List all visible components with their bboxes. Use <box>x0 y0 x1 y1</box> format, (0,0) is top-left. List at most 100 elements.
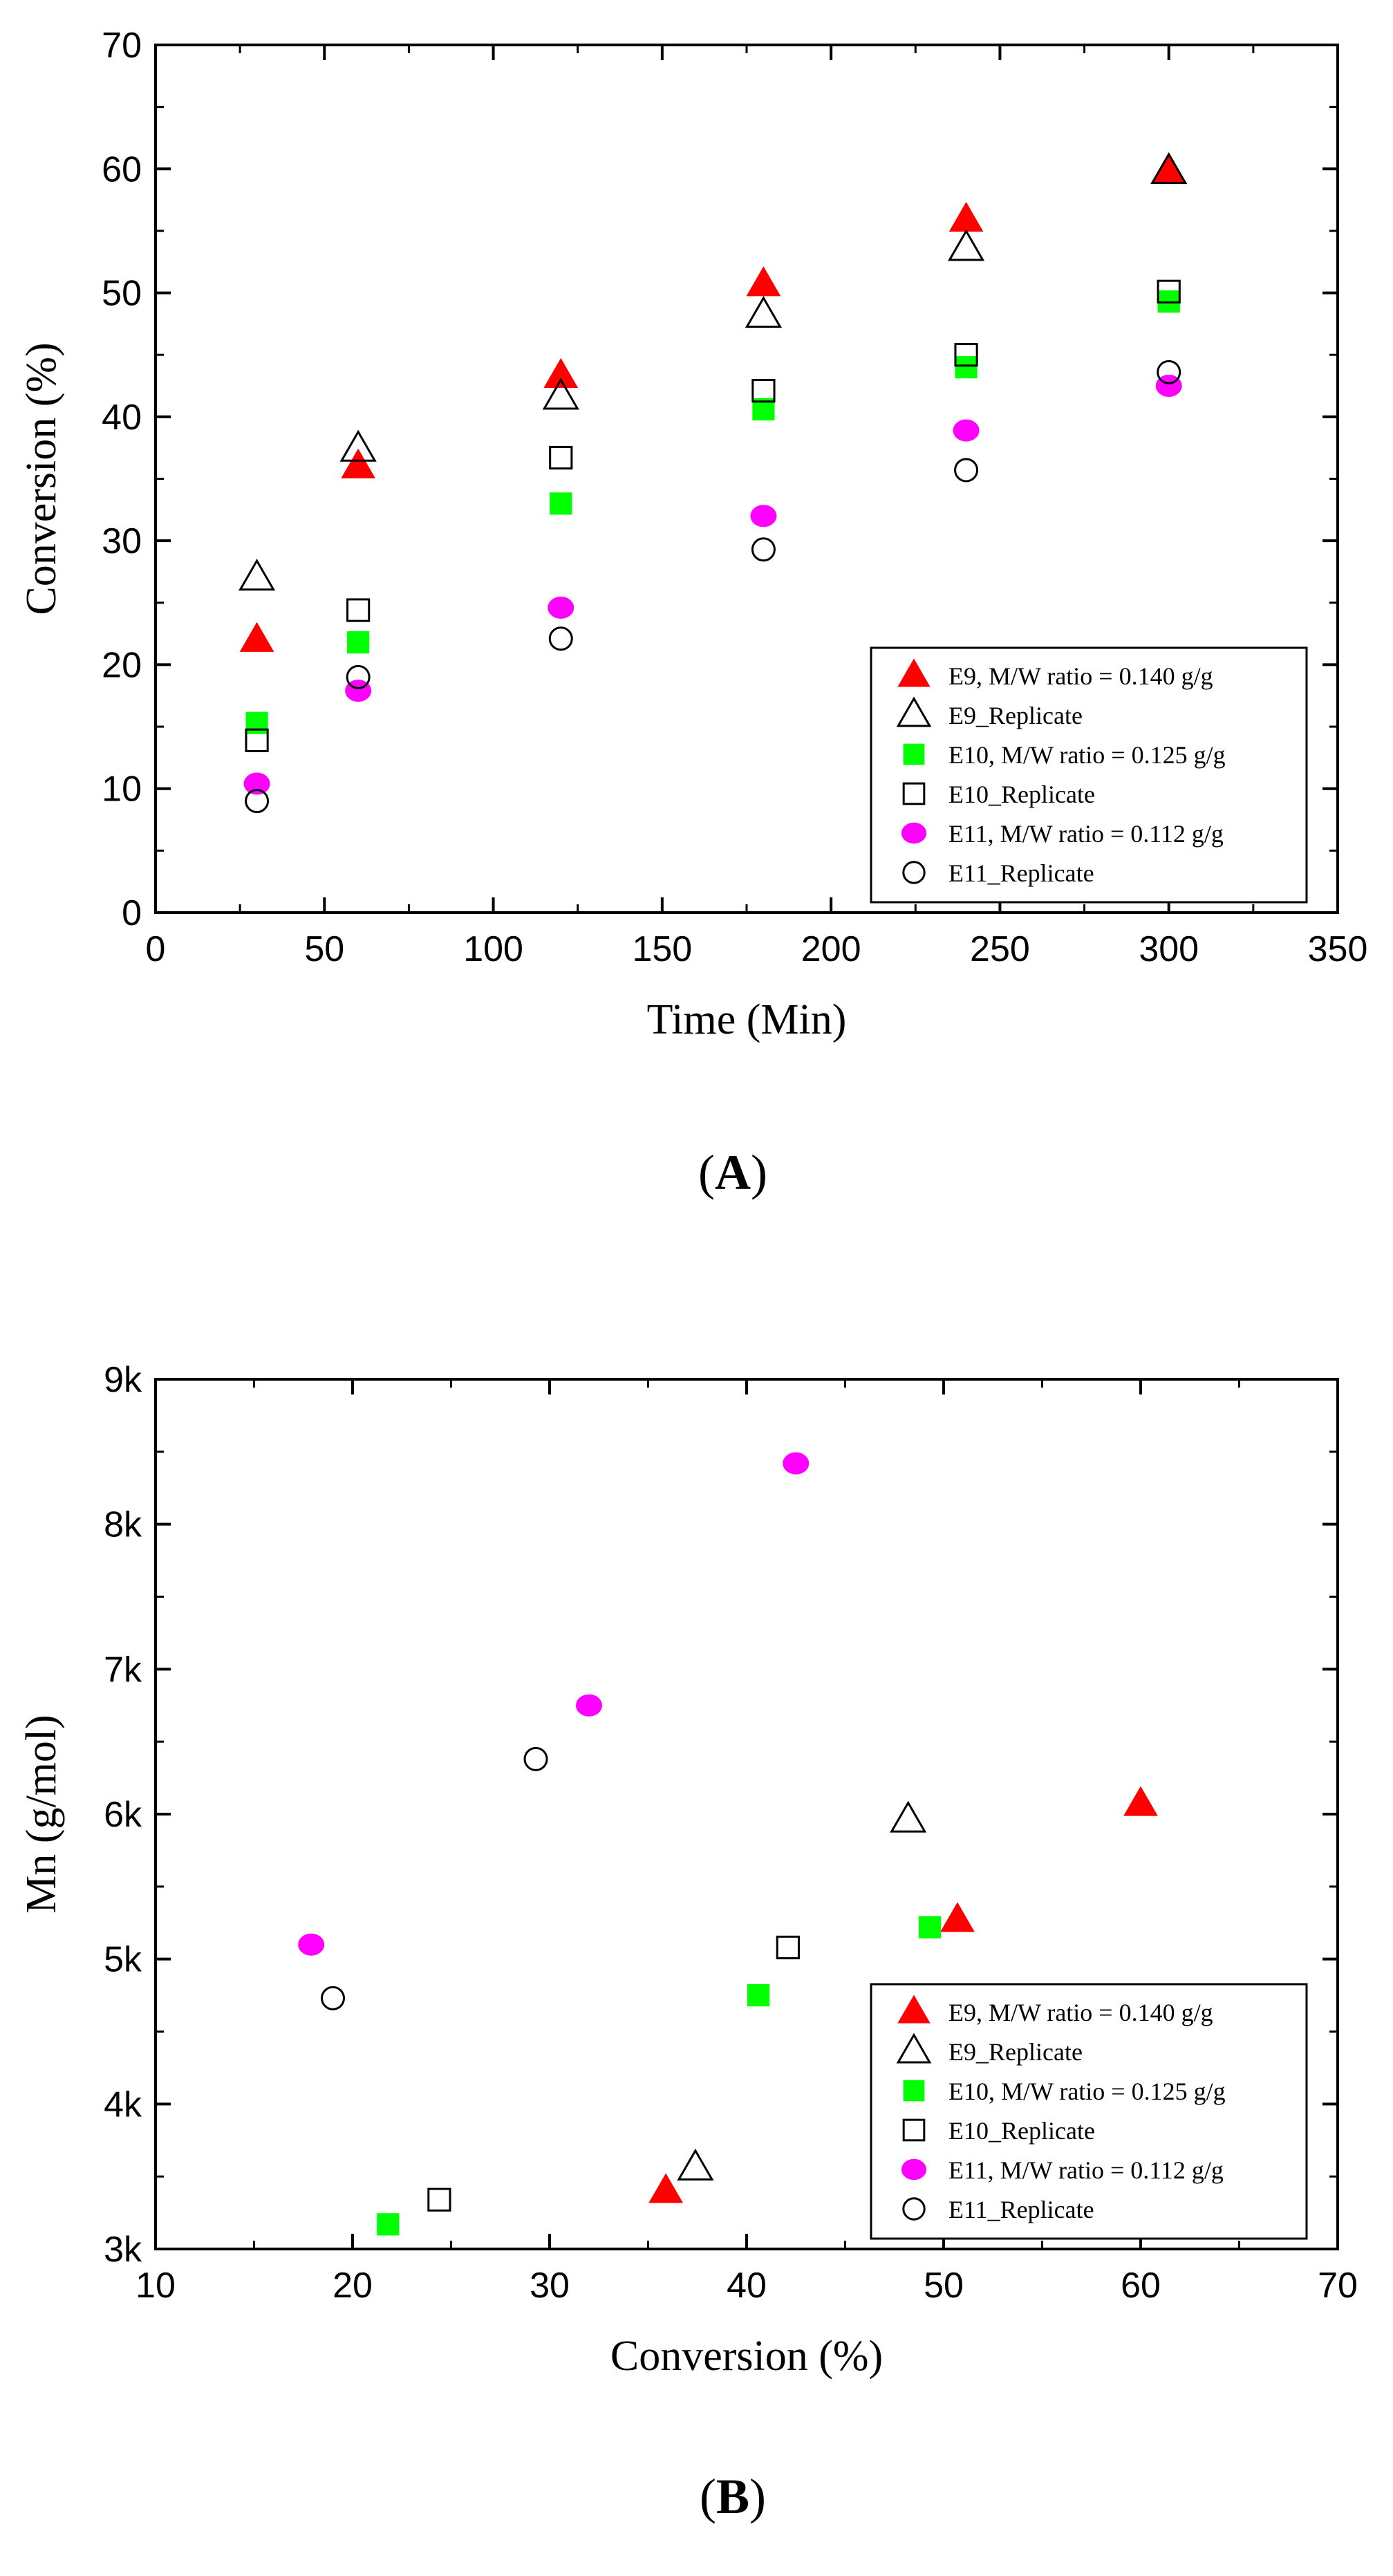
panel-b-legend-marker <box>902 2197 926 2221</box>
panel-a-data-point <box>550 492 572 515</box>
panel-a-data-point <box>548 596 574 619</box>
panel-b-data-point <box>298 1933 325 1956</box>
panel-a-series-1 <box>239 152 1186 652</box>
panel-a-legend-label: E9, M/W ratio = 0.140 g/g <box>948 662 1213 690</box>
panel-b-x-tick-label: 10 <box>135 2266 176 2306</box>
panel-a-data-point <box>542 377 579 410</box>
panel-a-legend-marker <box>897 658 931 687</box>
panel-b-data-point <box>427 2187 451 2212</box>
panel-a-x-tick-label: 300 <box>1139 929 1199 969</box>
panel-b-data-point <box>918 1916 942 1939</box>
panel-a-legend-label: E11, M/W ratio = 0.112 g/g <box>948 820 1224 848</box>
panel-b-legend: E9, M/W ratio = 0.140 g/g E9_Replicate E10… <box>870 1983 1308 2240</box>
panel-a-data-point <box>341 448 376 478</box>
panel-a-x-axis-title: Time (Min) <box>647 996 847 1043</box>
panel-a-data-point <box>751 379 776 403</box>
panel-a-x-tick-label: 350 <box>1308 929 1368 969</box>
panel-a-data-point <box>543 357 579 388</box>
panel-b-y-tick-label: 9k <box>104 1360 142 1400</box>
panel-b-x-tick-label: 40 <box>727 2266 767 2306</box>
panel-a-data-point <box>238 559 276 591</box>
panel-b-data-point <box>677 2148 714 2181</box>
panel-a-data-point <box>1157 279 1181 304</box>
panel-a-data-point <box>1150 152 1188 185</box>
panel-b-series-1 <box>648 1786 1158 2203</box>
panel-a-y-tick-label: 10 <box>102 769 142 810</box>
panel-b-y-axis-title: Mn (g/mol) <box>18 1715 65 1914</box>
panel-a-data-point <box>954 343 978 367</box>
panel-a-data-point <box>339 429 377 462</box>
panel-b-x-axis-title: Conversion (%) <box>610 2333 883 2380</box>
panel-a-x-tick-label: 250 <box>970 929 1030 969</box>
panel-b-legend-label: E11, M/W ratio = 0.112 g/g <box>948 2156 1224 2184</box>
panel-a-data-point <box>953 419 980 442</box>
panel-a-x-tick-label: 50 <box>304 929 344 969</box>
panel-a-legend-marker <box>901 822 927 844</box>
panel-b-legend-marker <box>901 2158 927 2181</box>
panel-b-legend-label: E10_Replicate <box>948 2117 1095 2145</box>
panel-b-legend-marker <box>897 1995 931 2024</box>
panel-b-legend-marker <box>902 2118 926 2142</box>
panel-a-x-tick-label: 0 <box>146 929 166 969</box>
panel-b-chart: 10 20 30 40 50 60 70 3k 4k 5k 6k 7k 8k 9k Conversion (… <box>18 1360 1358 2524</box>
panel-a-data-point <box>239 622 274 652</box>
panel-a-x-tick-label: 200 <box>801 929 861 969</box>
panel-a-data-point <box>347 631 370 654</box>
panel-a-legend-label: E10_Replicate <box>948 781 1095 808</box>
panel-b-data-point <box>321 1986 345 2010</box>
panel-b-y-tick-label: 7k <box>104 1650 142 1690</box>
panel-b-data-point <box>890 1800 927 1833</box>
panel-a-y-tick-label: 50 <box>102 274 142 314</box>
panel-b-series-3 <box>377 1916 942 2236</box>
panel-a-data-point <box>549 445 573 470</box>
panel-a-y-tick-label: 20 <box>102 645 142 685</box>
panel-a-y-tick-label: 40 <box>102 398 142 438</box>
panel-a-data-point <box>548 626 573 651</box>
panel-b-data-point <box>747 1984 770 2007</box>
panel-b-legend-marker <box>896 2033 932 2064</box>
panel-b-x-tick-label: 20 <box>333 2266 373 2306</box>
panel-a-label: (A) <box>698 1145 767 1200</box>
panel-a-y-tick-label: 70 <box>102 26 142 66</box>
panel-b-data-point <box>1123 1786 1158 1816</box>
panel-a-data-point <box>751 537 776 562</box>
panel-a-data-point <box>954 458 979 483</box>
panel-a-legend-marker <box>902 782 926 805</box>
panel-a-legend-marker <box>903 743 925 765</box>
panel-a-legend-marker <box>902 861 926 884</box>
panel-a-series-4 <box>245 279 1181 752</box>
panel-b-data-point <box>576 1694 602 1717</box>
panel-b-legend-marker <box>903 2080 925 2102</box>
panel-b-x-tick-label: 50 <box>924 2266 964 2306</box>
panel-b-series-5 <box>298 1452 810 1956</box>
panel-a-legend-marker <box>896 696 932 727</box>
panel-b-legend-box <box>870 1983 1308 2240</box>
panel-b-legend-label: E11_Replicate <box>948 2196 1094 2223</box>
panel-a-series-3 <box>245 290 1180 734</box>
panel-b-x-tick-label: 60 <box>1121 2266 1161 2306</box>
panel-a-data-point <box>746 266 781 297</box>
panel-a-legend-label: E10, M/W ratio = 0.125 g/g <box>948 741 1226 769</box>
panel-b-series-2 <box>677 1800 927 2181</box>
panel-b-y-tick-label: 5k <box>104 1940 142 1980</box>
panel-a-y-tick-label: 30 <box>102 521 142 561</box>
panel-b-x-tick-label: 30 <box>530 2266 570 2306</box>
panel-a-x-tick-label: 150 <box>632 929 692 969</box>
panel-b-data-point <box>783 1452 810 1475</box>
panel-a-y-tick-label: 60 <box>102 149 142 189</box>
panel-a-chart: 0 50 100 150 200 250 300 350 0 10 20 30 40 50 60 70 Time… <box>18 26 1367 1200</box>
panel-b-y-tick-label: 6k <box>104 1795 142 1835</box>
panel-b-y-tick-label: 8k <box>104 1505 142 1545</box>
panel-a-data-point <box>346 664 371 689</box>
panel-b-data-point <box>940 1902 975 1932</box>
panel-b-y-tick-label: 3k <box>104 2230 142 2270</box>
panel-b-legend-label: E9_Replicate <box>948 2038 1083 2066</box>
panel-a-data-point <box>750 505 777 528</box>
panel-a-data-point <box>955 356 978 379</box>
panel-a-x-tick-label: 100 <box>463 929 523 969</box>
panel-a-legend-label: E9_Replicate <box>948 702 1083 729</box>
panel-a-series-6 <box>245 360 1181 814</box>
panel-a-legend: E9, M/W ratio = 0.140 g/g E9_Replicate E10… <box>870 646 1308 904</box>
panel-b-series-6 <box>321 1746 548 2010</box>
panel-b-data-point <box>776 1935 800 1959</box>
